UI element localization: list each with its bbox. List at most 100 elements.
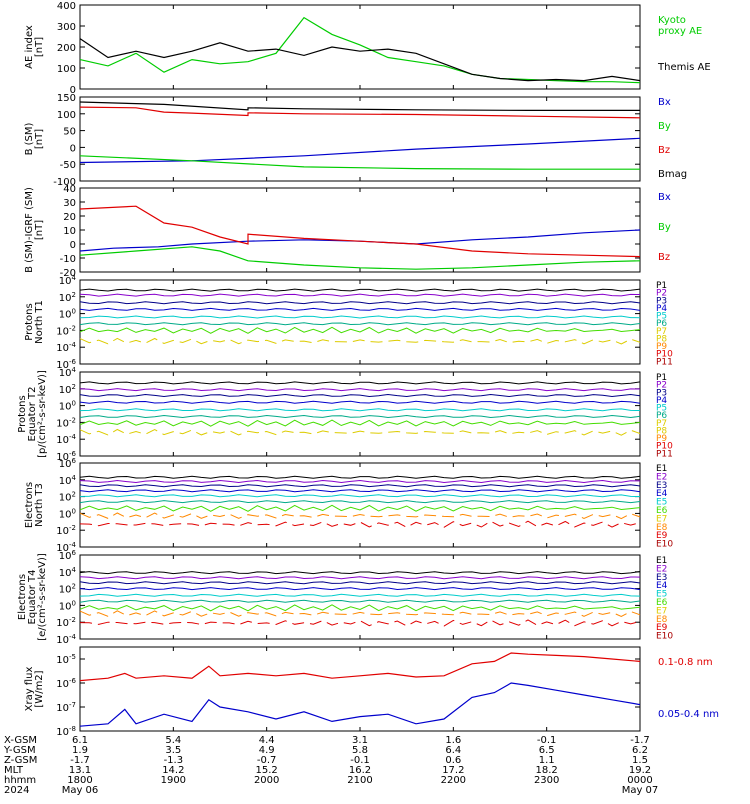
series-line [79,479,641,484]
panel-frame [79,462,641,548]
footer-cell: 1.1 [539,755,555,766]
y-tick-label: 10-6 [56,677,76,690]
footer-cell: 5.4 [165,735,181,746]
footer-cell: 4.9 [259,745,275,756]
y-tick-label: 100 [59,308,76,321]
footer-cell: 2100 [347,775,372,786]
series-line [79,504,641,512]
series-line-Bz [79,106,641,119]
footer-cell: 5.8 [352,745,368,756]
footer-cell: May 07 [622,785,659,796]
footer-cell: 6.2 [632,745,648,756]
legend-entry: P7 [656,419,667,429]
legend-entry: E9 [656,623,668,633]
y-axis-label: [W/m2] [34,670,45,707]
footer-row-label: hhmm [4,775,36,786]
legend-entry: E2 [656,564,667,574]
y-tick-label: 102 [59,383,76,396]
y-tick-label: 10-8 [56,725,76,738]
footer-cell: 6.1 [72,735,88,746]
y-axis-label: [nT] [34,129,45,149]
series-line-0.1-0.8-nm [79,652,641,682]
footer-cell: 2000 [254,775,279,786]
y-axis-label: Equator T4 [27,570,38,625]
footer-cell: 0.6 [445,755,461,766]
legend-entry: E8 [656,615,668,625]
footer-cell: 2300 [534,775,559,786]
series-line [79,381,641,385]
y-tick-label: 10 [63,226,76,237]
series-line [79,571,641,575]
series-line [79,512,641,520]
y-tick-label: 300 [57,22,76,33]
y-tick-label: 50 [63,127,76,138]
series-line [79,581,641,585]
legend-entry: P2 [656,289,667,299]
series-line [79,520,641,528]
y-tick-label: 10-4 [56,341,76,354]
panel-dB: -20 -10 0 10 20 30 40 B (SM)-IGRF (SM) [nT] Bx By B… [24,184,671,279]
y-tick-label: 104 [59,366,77,379]
series-line [79,301,641,305]
y-tick-label: 10-4 [56,541,76,554]
legend-entry: P3 [656,388,667,398]
footer-cell: 14.2 [162,765,184,776]
legend-entry: Bz [658,145,670,156]
footer-cell: 13.1 [69,765,91,776]
y-tick-label: 100 [59,400,76,413]
y-tick-label: 10-6 [56,450,76,463]
footer-cell: -0.7 [257,755,277,766]
series-line-Themis-AE [79,38,641,82]
panel-xray: 10-5 10-6 10-7 10-8 Xray flux [W/m2] 0.1-0.8 n… [24,646,719,738]
legend-entry: E6 [656,598,668,608]
y-axis-label: Protons [17,395,28,432]
footer-row-label: X-GSM [4,735,37,746]
legend-entry: E1 [656,556,667,566]
legend-entry: Bz [658,252,670,263]
series-line [79,587,641,591]
panel-eet4: 106 104 102 100 10-2 10-4 Electrons Equator T4[… [17,549,673,646]
panel-frame [79,646,641,732]
footer-cell: -1.7 [70,755,90,766]
legend-entry: E4 [656,581,668,591]
series-line [79,337,641,345]
legend-entry: E4 [656,489,668,499]
legend-entry: P8 [656,334,667,344]
series-line [79,500,641,504]
legend-entry: E10 [656,632,673,642]
panel-frame [79,187,641,273]
legend-entry: E10 [656,540,673,550]
footer-cell: 3.1 [352,735,368,746]
footer-row-label: MLT [4,765,24,776]
legend-entry: E3 [656,573,667,583]
footer-table: X-GSMY-GSMZ-GSMMLThhmm20246.11.9-1.713.1… [3,735,658,796]
footer-cell: 17.2 [442,765,464,776]
series-line [79,326,641,334]
y-axis-label: Electrons [24,482,35,528]
series-line [79,593,641,597]
legend-entry: E8 [656,523,668,533]
footer-cell: 15.2 [256,765,278,776]
legend-entry: E5 [656,590,667,600]
legend-entry: E5 [656,498,667,508]
series-line [79,489,641,493]
footer-cell: 0000 [627,775,652,786]
legend-entry: By [658,121,671,132]
legend-entry: Bx [658,97,671,108]
panel-pnt1: 104 102 100 10-2 10-4 10-6 Protons North T1 P1P2… [24,274,673,371]
legend-entry: P6 [656,411,667,421]
legend-entry: P1 [656,373,667,383]
legend-entry: P5 [656,404,667,414]
legend-entry: P5 [656,312,667,322]
y-tick-label: 0 [70,143,76,154]
series-line [79,428,641,436]
legend-entry: P4 [656,304,667,314]
footer-cell: 18.2 [536,765,558,776]
panel-frame [79,279,641,365]
legend-entry: E7 [656,606,667,616]
footer-row-label: 2024 [4,785,29,796]
y-tick-label: 10-4 [56,433,76,446]
